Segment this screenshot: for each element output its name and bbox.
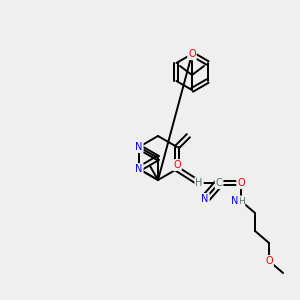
- Text: N: N: [201, 194, 209, 204]
- Text: C: C: [216, 178, 222, 188]
- Text: N: N: [135, 142, 142, 152]
- Text: N: N: [135, 164, 142, 174]
- Text: H: H: [238, 196, 244, 206]
- Text: N: N: [231, 196, 239, 206]
- Text: O: O: [188, 49, 196, 59]
- Text: H: H: [195, 178, 203, 188]
- Text: O: O: [265, 256, 273, 266]
- Text: O: O: [173, 160, 181, 170]
- Text: O: O: [237, 178, 245, 188]
